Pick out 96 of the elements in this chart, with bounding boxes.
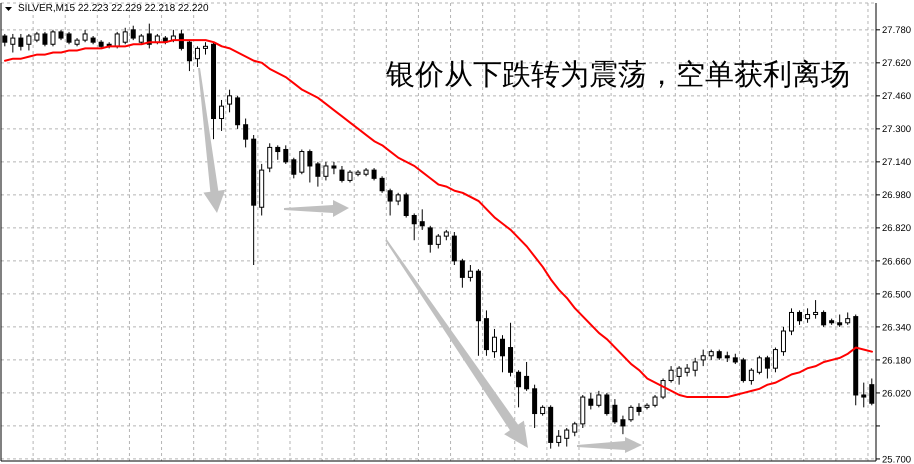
- y-tick-label: 27.140: [882, 157, 912, 168]
- candlestick: [380, 176, 385, 194]
- candlestick: [396, 192, 401, 206]
- candlestick: [404, 192, 409, 218]
- candlestick: [748, 368, 754, 386]
- candlestick: [420, 208, 425, 230]
- candlestick: [315, 161, 320, 188]
- candlestick: [66, 31, 72, 45]
- candlestick: [756, 355, 762, 375]
- candlestick: [861, 382, 866, 408]
- candlestick: [26, 33, 32, 51]
- candlestick: [243, 118, 248, 148]
- candlestick: [556, 430, 562, 448]
- candlestick: [275, 144, 280, 160]
- candlestick: [307, 148, 312, 183]
- y-tick-label: 26.180: [882, 355, 912, 366]
- candlestick: [10, 33, 16, 54]
- y-tick-label: 26.660: [882, 256, 912, 268]
- candlestick: [845, 312, 850, 326]
- candlestick: [516, 370, 522, 408]
- candlestick: [604, 392, 610, 416]
- candlestick: [813, 300, 818, 320]
- candlestick: [805, 308, 810, 324]
- candlestick: [628, 404, 634, 422]
- candlestick: [50, 29, 56, 47]
- candlestick: [460, 258, 465, 288]
- y-tick-label: 25.700: [882, 454, 912, 464]
- candlestick: [114, 31, 120, 49]
- candlestick: [740, 357, 746, 384]
- y-tick-label: 27.300: [882, 124, 912, 136]
- candlestick: [194, 46, 200, 68]
- y-tick-label: 26.500: [882, 289, 912, 300]
- candlestick: [58, 29, 64, 41]
- candlestick: [428, 225, 433, 254]
- candlestick: [18, 33, 24, 51]
- candlestick: [676, 366, 682, 386]
- candlestick: [34, 31, 40, 43]
- candlestick: [652, 394, 658, 408]
- candlestick: [789, 308, 794, 336]
- candlestick: [202, 42, 208, 56]
- candlestick: [412, 212, 417, 241]
- candlestick: [724, 351, 730, 362]
- candlestick: [291, 157, 296, 179]
- candlestick: [444, 229, 449, 241]
- candlestick: [612, 398, 618, 424]
- candlestick: [42, 31, 48, 47]
- candlestick: [564, 427, 570, 448]
- annotation: 银价从下跌转为震荡，空单获利离场: [386, 57, 850, 91]
- chart-title: SILVER,M15 22.223 22.229 22.218 22.220: [18, 3, 209, 15]
- candlestick: [668, 366, 674, 384]
- candlestick: [797, 310, 802, 326]
- y-tick-label: 26.340: [882, 322, 912, 334]
- y-tick-label: 26.020: [882, 388, 912, 400]
- y-tick-label: 27.780: [882, 25, 912, 36]
- candlestick: [492, 328, 497, 358]
- candlestick: [636, 402, 642, 416]
- candlestick: [122, 27, 128, 45]
- candlestick: [500, 334, 506, 373]
- candlestick: [227, 89, 232, 113]
- candlestick: [186, 40, 192, 72]
- candlestick: [780, 326, 786, 356]
- candlestick: [837, 314, 842, 328]
- candlestick: [436, 234, 441, 250]
- candlestick: [299, 148, 304, 175]
- candlestick: [764, 355, 770, 379]
- candlestick: [468, 264, 473, 282]
- candlestick: [347, 170, 352, 183]
- candlestick: [138, 33, 144, 45]
- candlestick: [692, 357, 698, 377]
- y-tick-label: 27.460: [882, 91, 912, 102]
- candlestick: [524, 361, 530, 392]
- candlestick: [716, 349, 722, 360]
- candlestick: [620, 415, 626, 435]
- candlestick: [82, 29, 88, 43]
- candlestick: [772, 347, 778, 373]
- candlestick: [283, 144, 288, 164]
- candlestick: [700, 349, 706, 367]
- candlestick: [540, 404, 546, 416]
- candlestick: [323, 161, 328, 181]
- y-tick-label: 26.980: [882, 190, 912, 202]
- candlestick: [821, 310, 826, 328]
- candlestick: [596, 390, 602, 408]
- candlestick: [388, 188, 393, 216]
- candlestick: [267, 142, 272, 173]
- candlestick: [372, 168, 377, 181]
- y-tick-label: 26.820: [882, 223, 912, 234]
- candlestick: [219, 99, 224, 132]
- candlestick: [732, 353, 738, 365]
- candlestick: [331, 161, 336, 175]
- candlestick: [588, 392, 594, 410]
- y-tick-label: 27.620: [882, 58, 912, 70]
- candlestick: [684, 364, 690, 377]
- candlestick: [130, 25, 136, 41]
- candlestick: [572, 421, 578, 437]
- candlestick: [708, 349, 714, 360]
- candlestick: [339, 165, 344, 183]
